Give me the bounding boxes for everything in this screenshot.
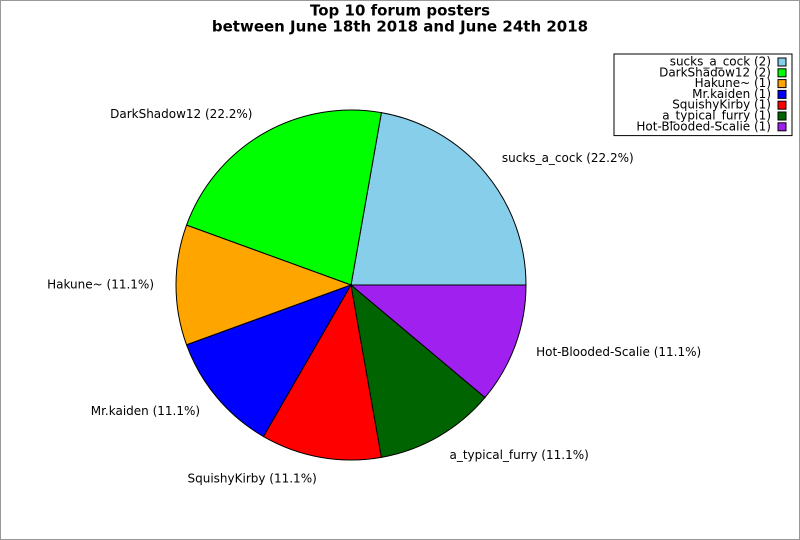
legend-label: sucks_a_cock (2) bbox=[670, 55, 771, 69]
legend-swatch bbox=[777, 68, 787, 78]
legend-swatch bbox=[777, 100, 787, 110]
slice-label: sucks_a_cock (22.2%) bbox=[502, 151, 634, 165]
legend-box bbox=[613, 53, 793, 137]
slice-label: Hot-Blooded-Scalie (11.1%) bbox=[536, 345, 701, 359]
legend-swatch bbox=[777, 111, 787, 121]
legend-swatch bbox=[777, 122, 787, 132]
slice-label: a_typical_furry (11.1%) bbox=[450, 448, 589, 462]
legend-label: SquishyKirby (1) bbox=[672, 98, 771, 112]
legend-swatch bbox=[777, 89, 787, 99]
slice-label: Mr.kaiden (11.1%) bbox=[91, 404, 200, 418]
slice-label: Hakune~ (11.1%) bbox=[47, 278, 154, 292]
slice-label: DarkShadow12 (22.2%) bbox=[110, 107, 252, 121]
pie-slice bbox=[349, 284, 527, 399]
chart-title: Top 10 forum posters bbox=[310, 2, 490, 20]
legend-label: Hakune~ (1) bbox=[695, 76, 771, 90]
legend-swatch bbox=[777, 79, 787, 89]
pie-slice bbox=[185, 284, 353, 438]
legend-swatch bbox=[777, 57, 787, 67]
pie-slice bbox=[262, 283, 382, 461]
pie-slice bbox=[350, 283, 486, 458]
legend-label: DarkShadow12 (2) bbox=[659, 65, 771, 79]
legend-label: Hot-Blooded-Scalie (1) bbox=[636, 119, 771, 133]
slice-label: SquishyKirby (11.1%) bbox=[187, 472, 316, 486]
pie-slice bbox=[350, 112, 527, 286]
legend-label: a_typical_furry (1) bbox=[662, 109, 771, 123]
pie-slice bbox=[185, 109, 382, 286]
legend-label: Mr.kaiden (1) bbox=[692, 87, 771, 101]
pie-slice bbox=[175, 224, 353, 346]
chart-subtitle: between June 18th 2018 and June 24th 201… bbox=[212, 18, 588, 36]
